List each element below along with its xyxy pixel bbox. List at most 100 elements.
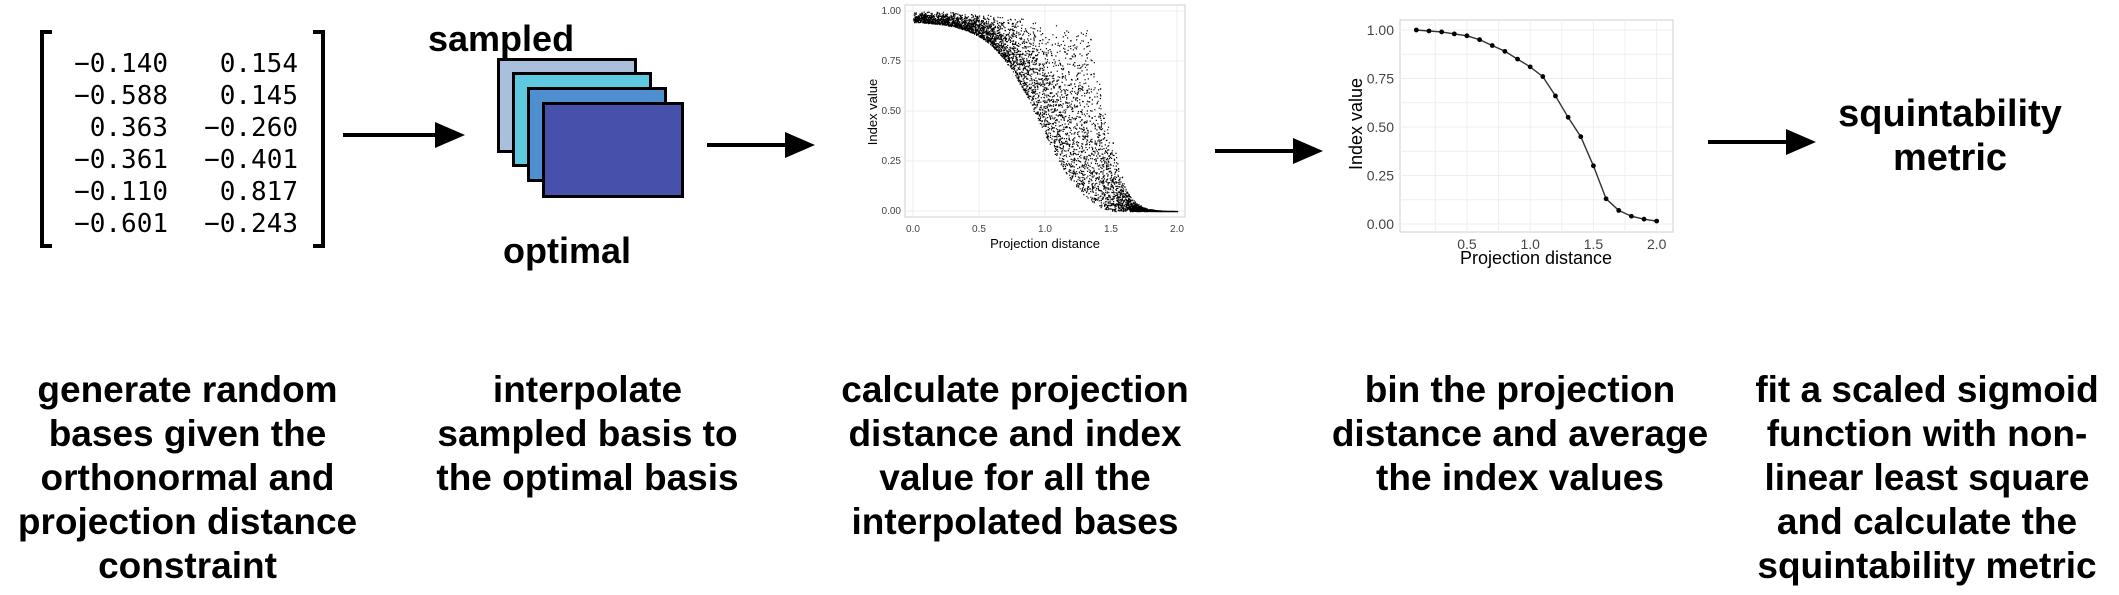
caption-line: distance and average bbox=[1331, 413, 1709, 454]
matrix-cell: 0.817 bbox=[219, 177, 298, 207]
y-tick-label: 1.00 bbox=[1367, 22, 1394, 38]
caption-line: the optimal basis bbox=[436, 457, 739, 498]
matrix-cell: −0.260 bbox=[204, 113, 298, 143]
binned-line-plot: 0.5 1.0 1.5 2.0 0.00 0.25 0.50 0.75 1.00 Projec… bbox=[1346, 19, 1674, 268]
data-point bbox=[1527, 64, 1533, 70]
basis-matrix: −0.140 0.154 −0.588 0.145 0.363 −0.260 −0.361−… bbox=[40, 30, 325, 250]
matrix-cell: −0.243 bbox=[204, 209, 298, 239]
sampled-label: sampled bbox=[428, 18, 575, 59]
y-tick-label: 0.25 bbox=[882, 156, 902, 167]
data-point bbox=[1477, 37, 1482, 43]
caption-bin-average: bin the projection distance and average … bbox=[1310, 368, 1730, 500]
x-tick-label: 0.5 bbox=[1457, 236, 1477, 252]
data-point bbox=[1628, 213, 1634, 219]
caption-line: value for all the bbox=[879, 457, 1151, 498]
data-point bbox=[1578, 134, 1584, 140]
y-tick-label: 0.00 bbox=[1367, 216, 1394, 232]
data-point bbox=[1540, 74, 1546, 79]
line-x-axis-label: Projection distance bbox=[1460, 248, 1612, 268]
y-tick-label: 0.25 bbox=[1367, 168, 1394, 184]
scatter-y-axis-label: Index value bbox=[865, 79, 880, 146]
caption-line: projection distance bbox=[17, 501, 358, 542]
caption-fit-sigmoid: fit a scaled sigmoid function with non- … bbox=[1735, 368, 2119, 588]
caption-line: calculate projection bbox=[841, 369, 1189, 410]
arrow-right-icon bbox=[707, 132, 815, 158]
caption-line: bin the projection bbox=[1364, 369, 1676, 410]
arrow-right-icon bbox=[343, 122, 465, 148]
caption-line: squintability metric bbox=[1757, 545, 2097, 586]
caption-line: linear least square bbox=[1764, 457, 2090, 498]
data-point bbox=[1451, 31, 1457, 37]
matrix-cell: 0.363 bbox=[89, 113, 168, 143]
metric-line: metric bbox=[1892, 137, 2008, 179]
x-tick-label: 2.0 bbox=[1170, 224, 1184, 235]
caption-interpolate: interpolate sampled basis to the optimal… bbox=[415, 368, 760, 500]
optimal-label: optimal bbox=[503, 230, 632, 271]
data-point bbox=[1489, 43, 1495, 48]
x-tick-label: 2.0 bbox=[1647, 236, 1667, 252]
caption-line: the index values bbox=[1376, 457, 1664, 498]
data-point bbox=[1603, 196, 1609, 202]
scatter-points bbox=[913, 11, 1179, 213]
matrix-row: −0.588 0.145 bbox=[40, 80, 325, 112]
data-point bbox=[1591, 163, 1596, 169]
arrow-right-icon bbox=[1215, 138, 1323, 164]
y-tick-label: 1.00 bbox=[882, 6, 902, 17]
caption-line: constraint bbox=[98, 545, 277, 586]
caption-line: orthonormal and bbox=[40, 457, 335, 498]
squintability-metric-label: squintability metric bbox=[1820, 92, 2080, 180]
matrix-row: −0.110 0.817 bbox=[40, 176, 325, 208]
y-tick-label: 0.00 bbox=[882, 206, 902, 217]
scatter-plot: 0.0 0.5 1.0 1.5 2.0 0.00 0.25 0.50 0.75 1.00 Pro… bbox=[865, 4, 1186, 250]
matrix-row: −0.601 −0.243 bbox=[40, 208, 325, 240]
matrix-right-bracket bbox=[313, 30, 325, 248]
matrix-left-bracket bbox=[40, 30, 52, 248]
data-point bbox=[1464, 33, 1470, 39]
matrix-row: −0.140 0.154 bbox=[40, 48, 325, 80]
x-tick-label: 0.5 bbox=[972, 224, 986, 235]
caption-line: generate random bbox=[37, 369, 338, 410]
data-point bbox=[1515, 56, 1520, 62]
caption-line: interpolate bbox=[492, 369, 683, 410]
x-tick-label: 1.0 bbox=[1520, 236, 1540, 252]
data-point bbox=[1654, 218, 1660, 224]
matrix-cell: −0.588 bbox=[74, 81, 168, 111]
y-tick-label: 0.50 bbox=[882, 106, 902, 117]
metric-line: squintability bbox=[1838, 93, 2062, 135]
caption-line: sampled basis to bbox=[437, 413, 738, 454]
data-point bbox=[1502, 48, 1508, 54]
matrix-cell: −0.401 bbox=[204, 145, 298, 175]
x-tick-label: 0.0 bbox=[906, 224, 920, 235]
caption-line: and calculate the bbox=[1776, 501, 2078, 542]
matrix-cell: 0.154 bbox=[219, 49, 298, 79]
caption-line: bases given the bbox=[48, 413, 327, 454]
x-tick-label: 1.0 bbox=[1038, 224, 1052, 235]
caption-generate-bases: generate random bases given the orthonor… bbox=[0, 368, 375, 588]
y-tick-label: 0.75 bbox=[882, 56, 902, 67]
y-tick-label: 0.75 bbox=[1367, 71, 1394, 87]
x-tick-label: 1.5 bbox=[1584, 236, 1604, 252]
caption-line: fit a scaled sigmoid bbox=[1755, 369, 2099, 410]
matrix-row: −0.361 −0.401 bbox=[40, 144, 325, 176]
line-y-axis-label: Index value bbox=[1346, 78, 1366, 170]
matrix-cell: −0.140 bbox=[74, 49, 168, 79]
data-point bbox=[1641, 216, 1647, 222]
data-point bbox=[1439, 29, 1445, 35]
matrix-cell: −0.110 bbox=[74, 177, 168, 207]
arrow-right-icon bbox=[1708, 129, 1816, 155]
data-point bbox=[1616, 208, 1622, 213]
frame-optimal bbox=[542, 102, 684, 198]
caption-line: interpolated bases bbox=[851, 501, 1179, 542]
x-tick-label: 1.5 bbox=[1104, 224, 1118, 235]
data-point bbox=[1426, 28, 1432, 34]
matrix-cell: 0.145 bbox=[219, 81, 298, 111]
data-point bbox=[1553, 93, 1558, 99]
scatter-x-axis-label: Projection distance bbox=[990, 236, 1100, 250]
data-point bbox=[1413, 27, 1419, 33]
matrix-cell: −0.361 bbox=[74, 145, 168, 175]
caption-line: distance and index bbox=[848, 413, 1182, 454]
caption-calculate-distance: calculate projection distance and index … bbox=[810, 368, 1220, 544]
y-tick-label: 0.50 bbox=[1367, 119, 1394, 135]
matrix-row: 0.363 −0.260 bbox=[40, 112, 325, 144]
caption-line: function with non- bbox=[1766, 413, 2088, 454]
